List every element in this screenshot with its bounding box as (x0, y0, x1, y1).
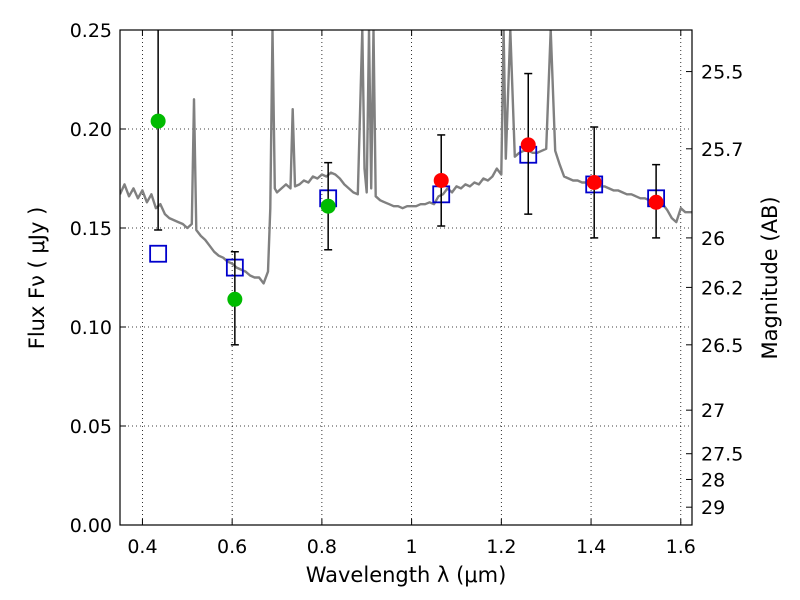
y2-tick-label: 26 (701, 228, 725, 250)
nir-photometry-point (586, 174, 602, 190)
y-axis-label: Flux Fν ( μJy ) (25, 207, 49, 350)
axis-ticks: 0.4 0.6 0.8 1 1.2 1.4 1.6 0.00 0.05 0.10 0.15 0.20 0… (70, 20, 744, 558)
model-photometry-square (149, 244, 168, 263)
y2-tick-label: 27.5 (701, 444, 743, 466)
x-tick-label: 1.2 (486, 536, 516, 558)
grid-lines (120, 30, 692, 525)
y2-tick-label: 26.5 (701, 335, 743, 357)
y-tick-label: 0.15 (70, 218, 112, 240)
y-tick-label: 0.10 (70, 317, 112, 339)
y2-tick-label: 27 (701, 400, 725, 422)
y-tick-label: 0.00 (70, 515, 112, 537)
y2-tick-label: 29 (701, 497, 725, 519)
x-tick-label: 0.6 (217, 536, 247, 558)
y-axis-label-text: Flux Fν ( μJy ) (25, 207, 49, 350)
y-tick-label: 0.05 (70, 416, 112, 438)
optical-photometry-point (150, 113, 166, 129)
optical-photometry-point (320, 198, 336, 214)
y2-axis-label: Magnitude (AB) (758, 196, 782, 359)
x-axis-label-text: Wavelength λ (μm) (306, 563, 507, 587)
nir-photometry-point (520, 137, 536, 153)
y2-tick-label: 25.5 (701, 62, 743, 84)
y2-tick-label: 25.7 (701, 139, 743, 161)
y-tick-label: 0.25 (70, 20, 112, 42)
y-tick-label: 0.20 (70, 119, 112, 141)
nir-photometry-point (433, 172, 449, 188)
plot-frame (119, 29, 693, 526)
y2-tick-label: 28 (701, 469, 725, 491)
x-tick-label: 1.4 (576, 536, 606, 558)
x-axis-label: Wavelength λ (μm) (306, 563, 507, 587)
photometry-markers (149, 30, 666, 346)
x-tick-label: 1 (406, 536, 418, 558)
nir-photometry-point (648, 194, 664, 210)
y2-tick-label: 26.2 (701, 277, 743, 299)
x-tick-label: 0.4 (127, 536, 157, 558)
x-tick-label: 1.6 (666, 536, 696, 558)
optical-photometry-point (227, 291, 243, 307)
x-tick-label: 0.8 (307, 536, 337, 558)
